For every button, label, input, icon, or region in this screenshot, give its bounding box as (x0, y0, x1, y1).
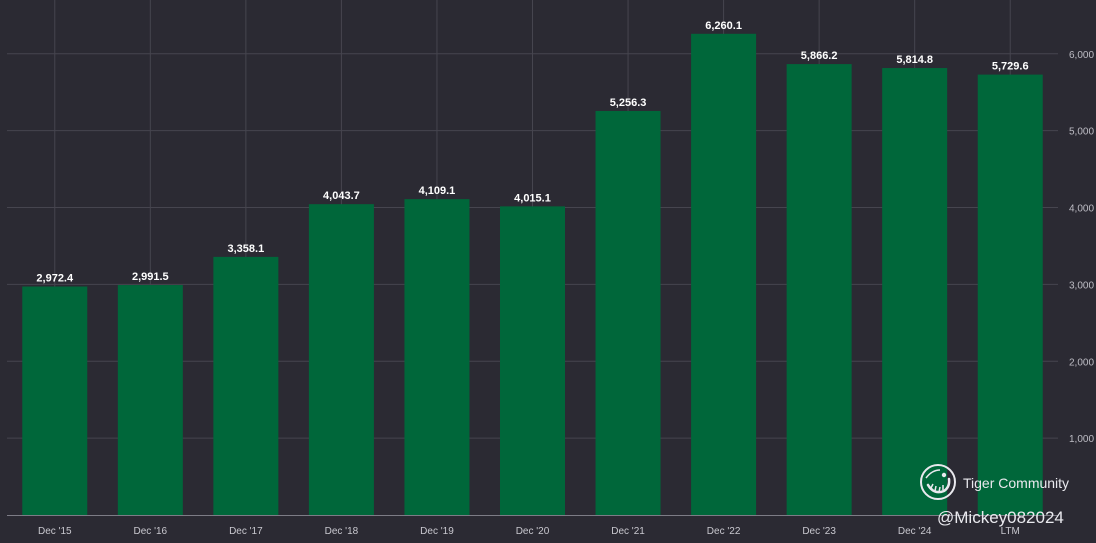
y-tick-label: 3,000 (1069, 280, 1094, 291)
data-label: 4,043.7 (323, 190, 360, 202)
x-tick-label: Dec '19 (420, 526, 454, 537)
y-tick-label: 5,000 (1069, 127, 1094, 138)
data-label: 4,109.1 (419, 185, 456, 197)
x-tick-label: Dec '16 (134, 526, 168, 537)
data-label: 4,015.1 (514, 192, 551, 204)
data-labels: 2,972.4 2,991.5 3,358.1 4,043.7 4,109.1 4,015… (36, 20, 1028, 285)
bar (977, 74, 1043, 515)
x-tick-label: Dec '18 (325, 526, 359, 537)
bar (117, 285, 183, 515)
x-tick-label: Dec '15 (38, 526, 72, 537)
y-axis: 1,000 2,000 3,000 4,000 5,000 6,000 (1069, 50, 1094, 445)
bar (595, 110, 661, 515)
data-label: 2,972.4 (36, 273, 74, 285)
watermark: Tiger Community @Mickey082024 (920, 464, 1069, 527)
bar (404, 199, 470, 515)
data-label: 3,358.1 (228, 243, 265, 255)
y-tick-label: 2,000 (1069, 357, 1094, 368)
bar (691, 33, 757, 516)
bars (22, 33, 1043, 516)
data-label: 5,729.6 (992, 61, 1029, 73)
x-tick-label: LTM (1001, 526, 1020, 537)
data-label: 5,814.8 (896, 54, 933, 66)
y-tick-label: 6,000 (1069, 50, 1094, 61)
data-label: 6,260.1 (705, 20, 742, 32)
bar (500, 206, 565, 515)
bar (22, 286, 88, 515)
watermark-handle: @Mickey082024 (937, 508, 1064, 527)
data-label: 5,866.2 (801, 50, 838, 62)
watermark-brand: Tiger Community (963, 475, 1069, 491)
data-label: 2,991.5 (132, 271, 169, 283)
x-tick-label: Dec '24 (898, 526, 932, 537)
bar (213, 256, 279, 515)
x-tick-label: Dec '22 (707, 526, 741, 537)
x-tick-label: Dec '17 (229, 526, 263, 537)
data-label: 5,256.3 (610, 97, 647, 109)
bar (308, 204, 374, 515)
x-axis: Dec '15 Dec '16 Dec '17 Dec '18 Dec '19 Dec '… (7, 515, 1058, 537)
tiger-logo-icon (920, 464, 956, 500)
y-tick-label: 1,000 (1069, 434, 1094, 445)
x-tick-label: Dec '21 (611, 526, 645, 537)
bar (786, 64, 852, 515)
bar (882, 68, 948, 515)
y-tick-label: 4,000 (1069, 204, 1094, 215)
x-tick-label: Dec '20 (516, 526, 550, 537)
x-tick-label: Dec '23 (802, 526, 836, 537)
